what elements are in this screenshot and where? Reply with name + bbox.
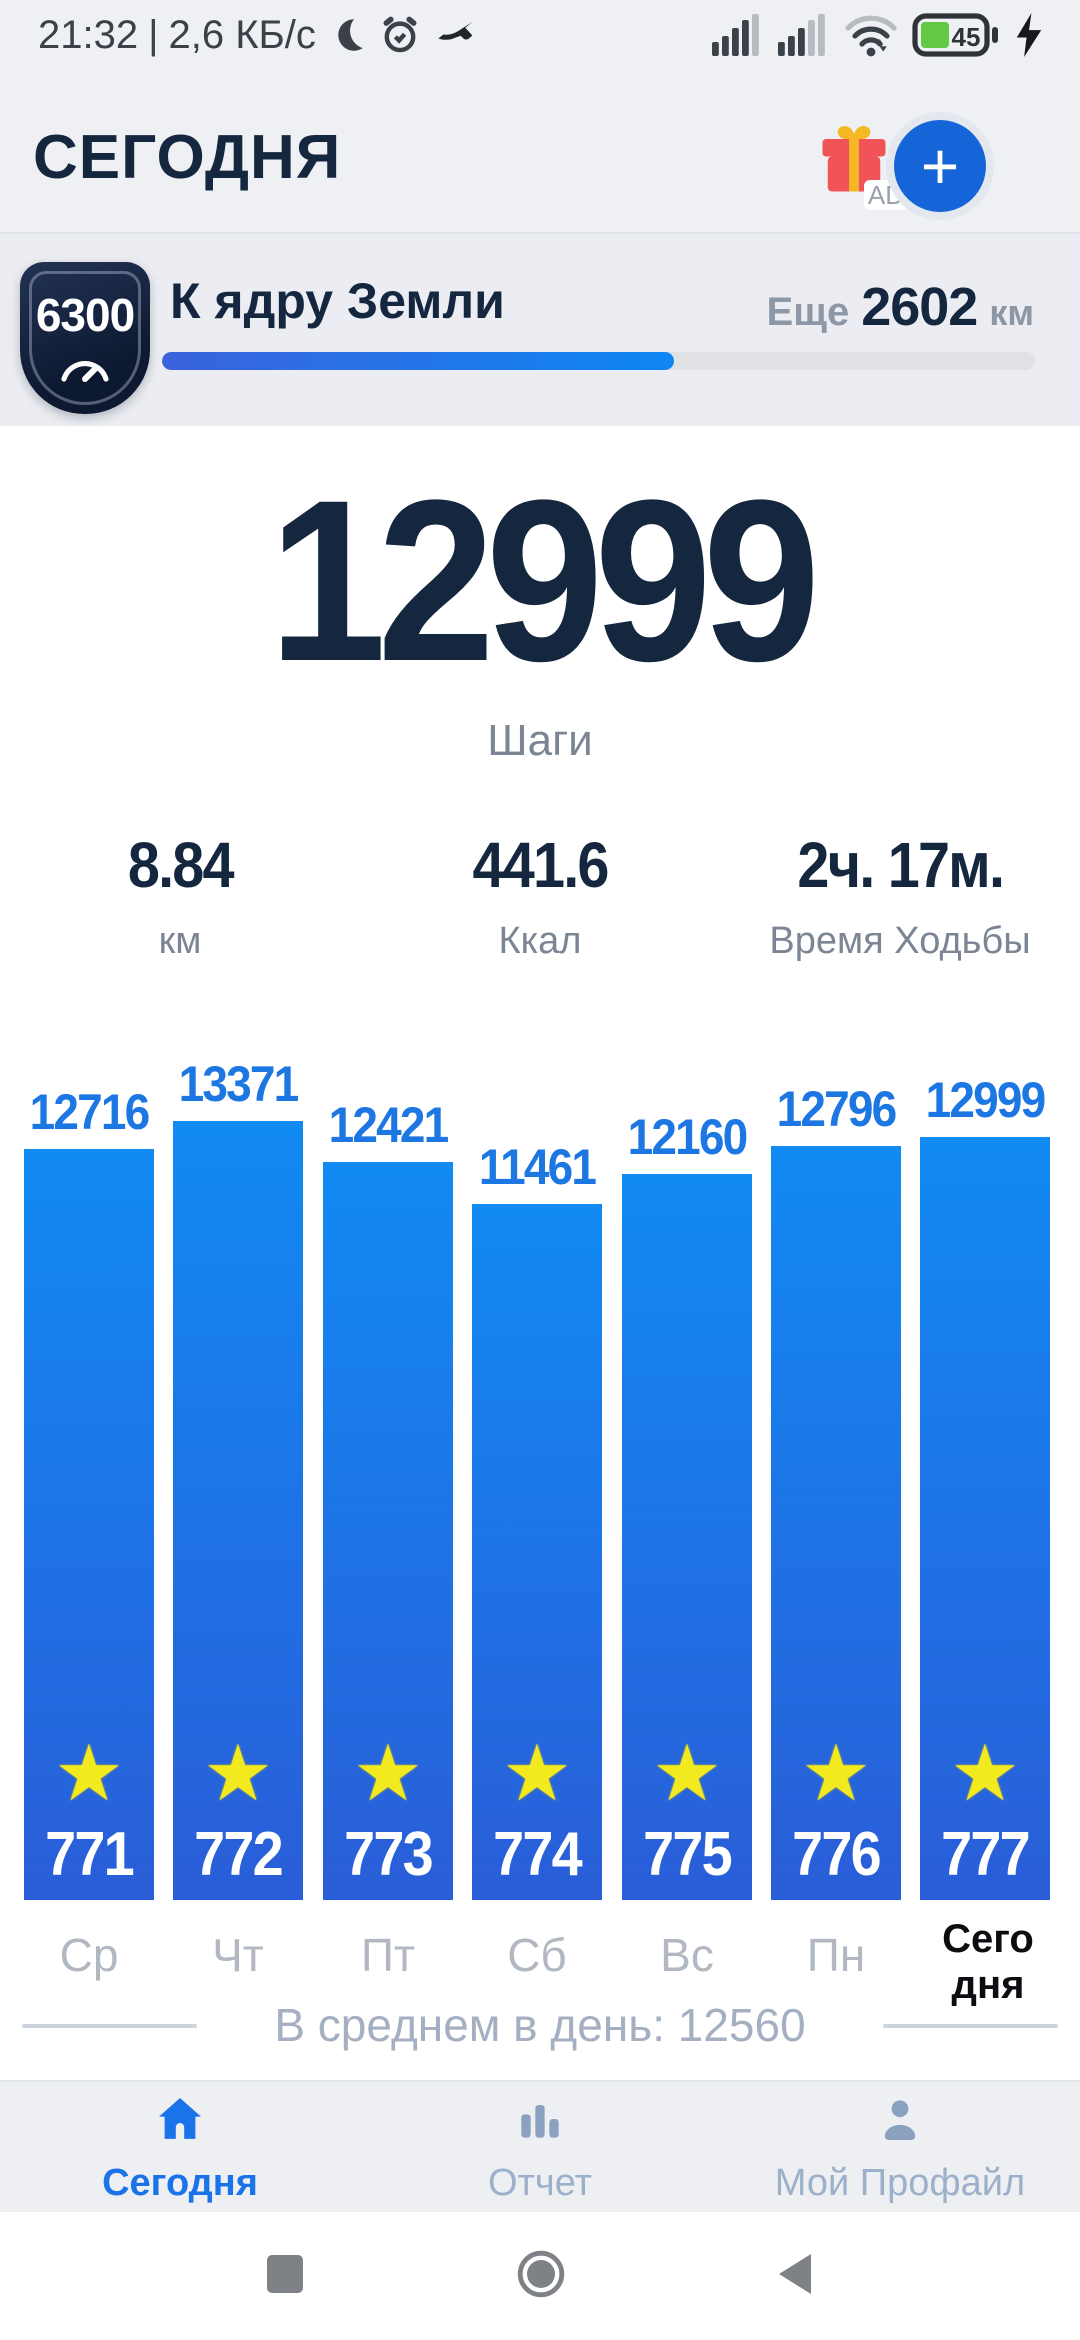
bar-value-label: 13371 — [178, 1056, 300, 1112]
nav-tab-profile[interactable]: Мой Профайл — [720, 2082, 1080, 2214]
bar-chart-icon — [512, 2091, 568, 2152]
calories-label: Ккал — [498, 920, 582, 962]
day-number: 775 — [643, 1820, 733, 1889]
goal-badge-shield[interactable]: 6300 — [20, 262, 150, 414]
day-label-Вс: Вс — [660, 1929, 714, 1981]
home-button[interactable] — [517, 2250, 565, 2303]
stat-distance: 8.84 км — [0, 828, 360, 963]
gauge-icon — [59, 353, 111, 388]
steps-label: Шаги — [487, 716, 593, 765]
goal-progress-fill — [162, 352, 675, 370]
nav-tab-report[interactable]: Отчет — [360, 2082, 720, 2214]
day-label-Сб: Сб — [507, 1929, 567, 1981]
android-navigation-bar — [0, 2212, 1080, 2340]
status-bar: 21:32 | 2,6 КБ/с — [0, 8, 1080, 62]
remaining-prefix: Еще — [766, 290, 850, 334]
battery-icon: 45 — [912, 13, 998, 57]
stat-walking-time: 2ч. 17м. Время Ходьбы — [720, 828, 1080, 963]
bar-value-label: 12160 — [627, 1109, 749, 1165]
day-label-Чт: Чт — [212, 1929, 264, 1981]
day-label-Ср: Ср — [59, 1929, 119, 1981]
goal-title: К ядру Земли — [170, 273, 505, 329]
stats-row: 8.84 км 441.6 Ккал 2ч. 17м. Время Ходьбы — [0, 828, 1080, 963]
distance-value: 8.84 — [127, 829, 235, 901]
bottom-navigation: Сегодня Отчет Мой Профайл — [0, 2080, 1080, 2214]
goal-banner[interactable] — [0, 232, 1080, 426]
distance-label: км — [158, 920, 202, 962]
clock-text: 21:32 — [38, 12, 139, 57]
star-icon: ★ — [652, 1729, 722, 1817]
walking-time-label: Время Ходьбы — [769, 920, 1031, 962]
steps-bar-Вс[interactable]: ★ 775 — [622, 1174, 752, 1900]
star-icon: ★ — [203, 1729, 273, 1817]
day-label-Пт: Пт — [360, 1929, 416, 1981]
calories-value: 441.6 — [472, 829, 609, 901]
battery-percent-text: 45 — [952, 22, 981, 52]
average-label: В среднем в день: — [274, 1999, 665, 2051]
star-icon: ★ — [502, 1729, 572, 1817]
add-steps-button[interactable]: + — [886, 112, 994, 220]
alarm-icon — [378, 13, 422, 57]
bar-value-label: 12796 — [776, 1081, 898, 1137]
status-left: 21:32 | 2,6 КБ/с — [38, 12, 478, 58]
status-divider: | — [148, 12, 159, 57]
star-icon: ★ — [54, 1729, 124, 1817]
bar-value-label: 12999 — [925, 1072, 1047, 1128]
steps-bar-Чт[interactable]: ★ 772 — [173, 1121, 303, 1900]
home-icon — [152, 2091, 208, 2152]
remaining-value: 2602 — [861, 277, 978, 337]
charging-bolt-icon — [1012, 13, 1046, 57]
steps-bar-Пт[interactable]: ★ 773 — [323, 1162, 453, 1900]
back-button[interactable] — [777, 2252, 815, 2301]
average-row: В среднем в день: 12560 — [0, 1998, 1080, 2054]
goal-remaining: Еще 2602 км — [767, 276, 1034, 338]
steps-bar-Сегодня[interactable]: ★ 777 — [920, 1137, 1050, 1900]
average-right-line — [883, 2024, 1058, 2028]
walking-time-value: 2ч. 17м. — [797, 829, 1005, 901]
remaining-unit: км — [989, 292, 1034, 333]
day-number: 776 — [792, 1820, 882, 1889]
nav-label-profile: Мой Профайл — [774, 2162, 1026, 2204]
steps-bar-Сб[interactable]: ★ 774 — [472, 1204, 602, 1900]
network-speed-text: 2,6 КБ/с — [168, 12, 316, 57]
shoe-icon — [432, 12, 478, 58]
day-label-Пн: Пн — [806, 1929, 866, 1981]
star-icon: ★ — [353, 1729, 423, 1817]
moon-icon — [326, 14, 368, 56]
stat-calories: 441.6 Ккал — [360, 828, 720, 963]
weekly-steps-bar-chart: 12716 ★ 771 Ср 13371 ★ 772 Чт 12421 ★ 773 Пт 11461 ★ 7… — [0, 1000, 1080, 2007]
nav-label-report: Отчет — [487, 2162, 593, 2204]
star-icon: ★ — [801, 1729, 871, 1817]
bar-value-label: 11461 — [478, 1139, 597, 1195]
recents-button[interactable] — [265, 2253, 305, 2300]
day-number: 777 — [941, 1820, 1031, 1889]
day-number: 774 — [493, 1820, 583, 1889]
page-title: СЕГОДНЯ — [33, 123, 342, 192]
day-label-Сегодня: Сегодня — [942, 1917, 1034, 2007]
steps-count: 12999 — [268, 452, 821, 709]
gift-ad-button[interactable]: AD — [812, 118, 908, 210]
nav-tab-today[interactable]: Сегодня — [0, 2082, 360, 2214]
bar-value-label: 12716 — [29, 1084, 151, 1140]
wifi-icon — [844, 12, 898, 58]
bar-value-label: 12421 — [328, 1097, 450, 1153]
signal-sim2-icon — [778, 14, 830, 56]
average-value: 12560 — [677, 1999, 806, 2051]
nav-label-today: Сегодня — [102, 2162, 258, 2204]
goal-progress-bar — [162, 352, 1035, 370]
star-icon: ★ — [950, 1729, 1020, 1817]
status-right: 45 — [712, 12, 1046, 58]
day-number: 771 — [45, 1820, 135, 1889]
person-icon — [872, 2091, 928, 2152]
day-number: 773 — [344, 1820, 434, 1889]
steps-bar-Пн[interactable]: ★ 776 — [771, 1146, 901, 1900]
average-left-line — [22, 2024, 197, 2028]
signal-sim1-icon — [712, 14, 764, 56]
goal-badge-value: 6300 — [35, 289, 135, 341]
steps-bar-Ср[interactable]: ★ 771 — [24, 1149, 154, 1900]
day-number: 772 — [194, 1820, 284, 1889]
